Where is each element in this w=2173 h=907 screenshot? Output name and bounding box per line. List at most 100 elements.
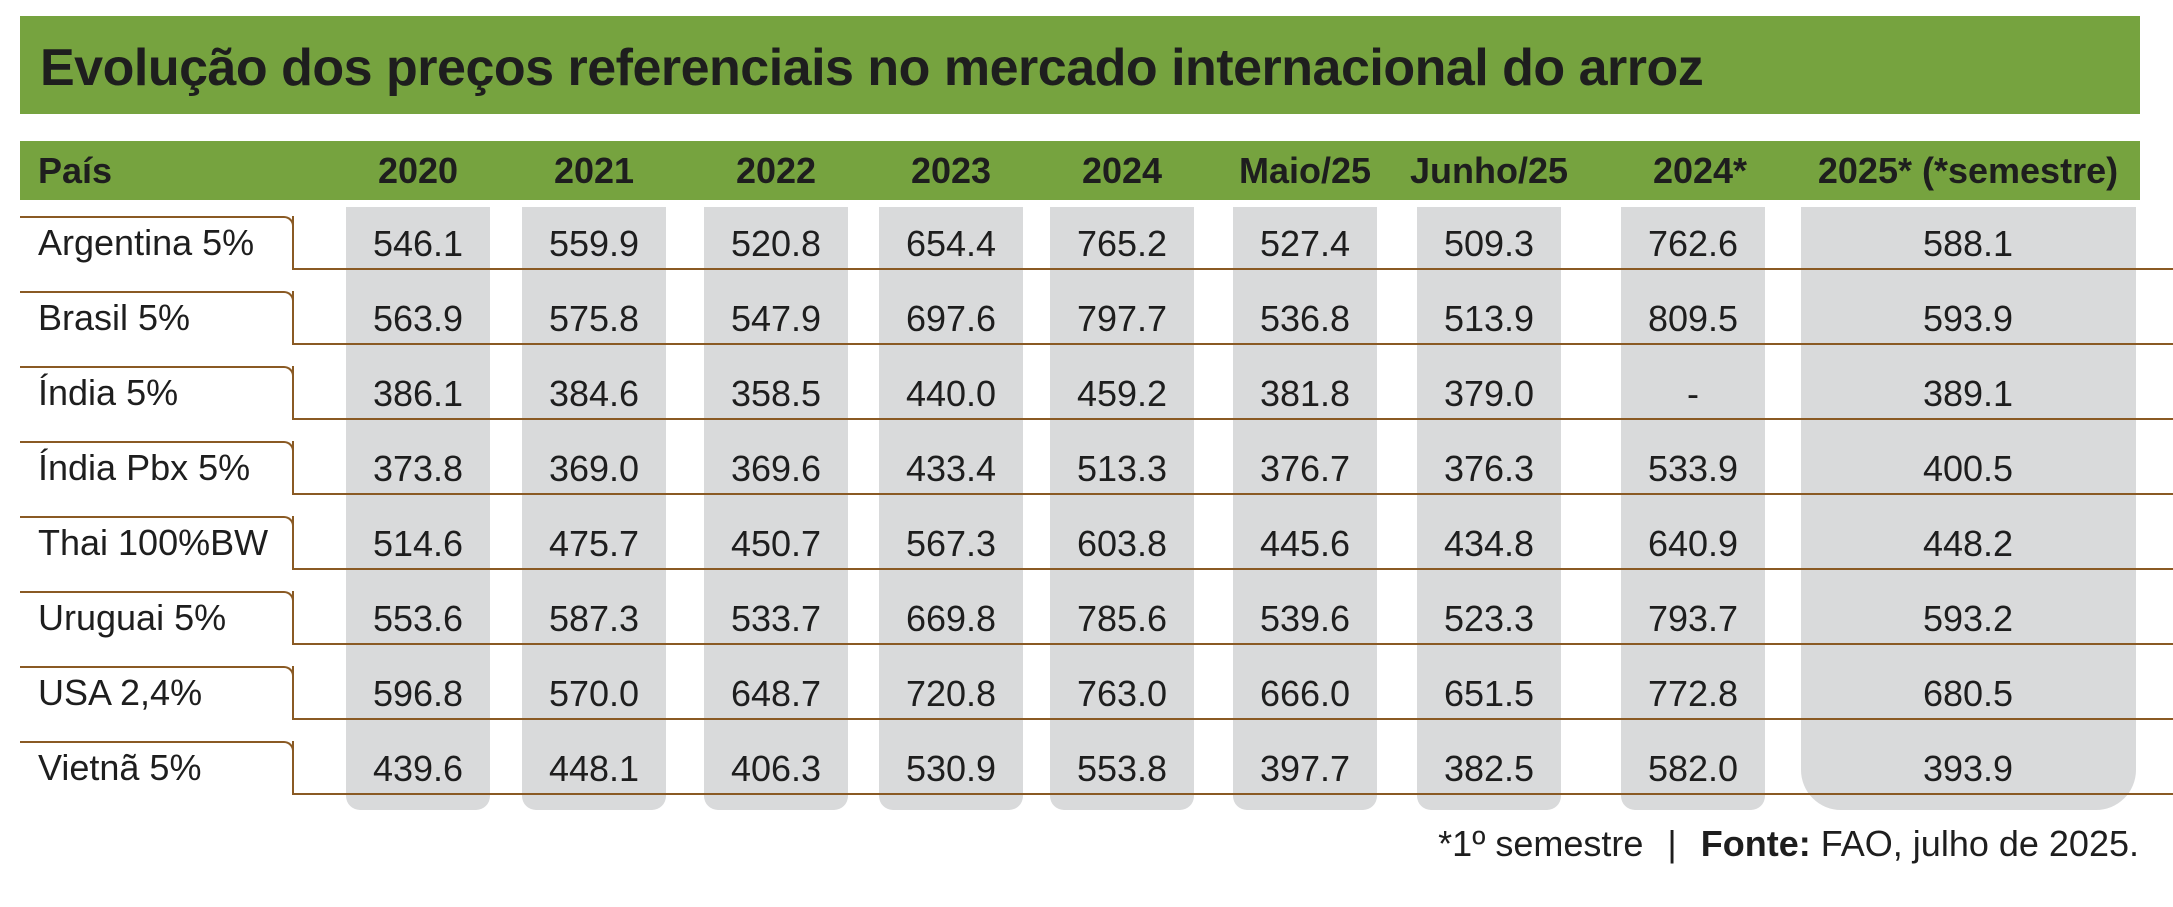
row-rule-connector [292,291,294,345]
value-cell: 603.8 [1076,523,1168,564]
footer-note: *1º semestre [1438,823,1644,864]
footer-separator: | [1667,823,1677,864]
row-country: Argentina 5% [38,222,255,263]
value-cell: - [1687,373,1699,414]
row-rule [294,643,2173,645]
row-rule [294,418,2173,420]
value-cell: 513.3 [1076,448,1168,489]
value-cell: 762.6 [1647,223,1739,264]
value-cell: 448.1 [548,748,640,789]
value-cell: 666.0 [1259,673,1351,714]
value-cell: 358.5 [730,373,822,414]
value-cell: 530.9 [905,748,997,789]
header-col-1: 2020 [377,150,459,191]
value-cell: 547.9 [730,298,822,339]
value-cell: 567.3 [905,523,997,564]
row-rule-connector [292,216,294,270]
value-cell: 648.7 [730,673,822,714]
value-cell: 376.3 [1443,448,1535,489]
value-cell: 527.4 [1259,223,1351,264]
value-cell: 448.2 [1922,523,2014,564]
value-cell: 654.4 [905,223,997,264]
value-cell: 539.6 [1259,598,1351,639]
value-cell: 379.0 [1443,373,1535,414]
value-cell: 809.5 [1647,298,1739,339]
value-cell: 772.8 [1647,673,1739,714]
value-cell: 393.9 [1922,748,2014,789]
value-cell: 400.5 [1922,448,2014,489]
column-bg-4 [879,207,1023,810]
row-rule-connector [292,741,294,795]
value-cell: 533.9 [1647,448,1739,489]
row-rule-connector [292,516,294,570]
value-cell: 445.6 [1259,523,1351,564]
value-cell: 797.7 [1076,298,1168,339]
value-cell: 433.4 [905,448,997,489]
value-cell: 640.9 [1647,523,1739,564]
value-cell: 593.2 [1922,598,2014,639]
value-cell: 763.0 [1076,673,1168,714]
value-cell: 475.7 [548,523,640,564]
value-cell: 765.2 [1076,223,1168,264]
row-country: Índia Pbx 5% [38,447,251,488]
header-col-2: 2021 [553,150,635,191]
table-header: País 2020 2021 2022 2023 2024 Maio/25 Junho/25 2… [20,141,2140,200]
value-cell: 536.8 [1259,298,1351,339]
value-cell: 523.3 [1443,598,1535,639]
value-cell: 381.8 [1259,373,1351,414]
column-bg-7 [1417,207,1561,810]
value-cell: 553.6 [372,598,464,639]
footer-source-label: Fonte: [1700,823,1811,864]
row-rule [294,793,2173,795]
header-col-4: 2023 [910,150,992,191]
row-country: Thai 100%BW [38,522,269,563]
row-rule [294,568,2173,570]
value-cell: 793.7 [1647,598,1739,639]
value-cell: 450.7 [730,523,822,564]
column-bg-6 [1233,207,1377,810]
row-rule-connector [292,666,294,720]
header-col-3: 2022 [735,150,817,191]
value-cell: 720.8 [905,673,997,714]
header-col-8: 2024* [1652,150,1748,191]
row-rule-connector [292,591,294,645]
footer-source: *1º semestre | Fonte: FAO, julho de 2025… [1438,823,2139,865]
value-cell: 669.8 [905,598,997,639]
row-country: Índia 5% [38,372,179,413]
row-rule-connector [292,366,294,420]
value-cell: 593.9 [1922,298,2014,339]
value-cell: 553.8 [1076,748,1168,789]
row-rule [294,268,2173,270]
value-cell: 533.7 [730,598,822,639]
value-cell: 389.1 [1922,373,2014,414]
value-cell: 434.8 [1443,523,1535,564]
title-bar: Evolução dos preços referenciais no merc… [20,16,2140,114]
column-bg-1 [346,207,490,810]
value-cell: 384.6 [548,373,640,414]
column-bg-8 [1621,207,1765,810]
row-rule-connector [292,441,294,495]
value-cell: 785.6 [1076,598,1168,639]
value-cell: 546.1 [372,223,464,264]
value-cell: 570.0 [548,673,640,714]
value-cell: 376.7 [1259,448,1351,489]
row-country: Brasil 5% [38,297,191,338]
value-cell: 559.9 [548,223,640,264]
value-cell: 582.0 [1647,748,1739,789]
row-country: Vietnã 5% [38,747,202,788]
value-cell: 513.9 [1443,298,1535,339]
column-bg-3 [704,207,848,810]
value-cell: 382.5 [1443,748,1535,789]
value-cell: 697.6 [905,298,997,339]
value-cell: 651.5 [1443,673,1535,714]
value-cell: 397.7 [1259,748,1351,789]
value-cell: 459.2 [1076,373,1168,414]
value-cell: 369.0 [548,448,640,489]
value-cell: 680.5 [1922,673,2014,714]
value-cell: 369.6 [730,448,822,489]
value-cell: 575.8 [548,298,640,339]
header-col-7: Junho/25 [1409,150,1569,191]
value-cell: 439.6 [372,748,464,789]
value-cell: 563.9 [372,298,464,339]
value-cell: 406.3 [730,748,822,789]
